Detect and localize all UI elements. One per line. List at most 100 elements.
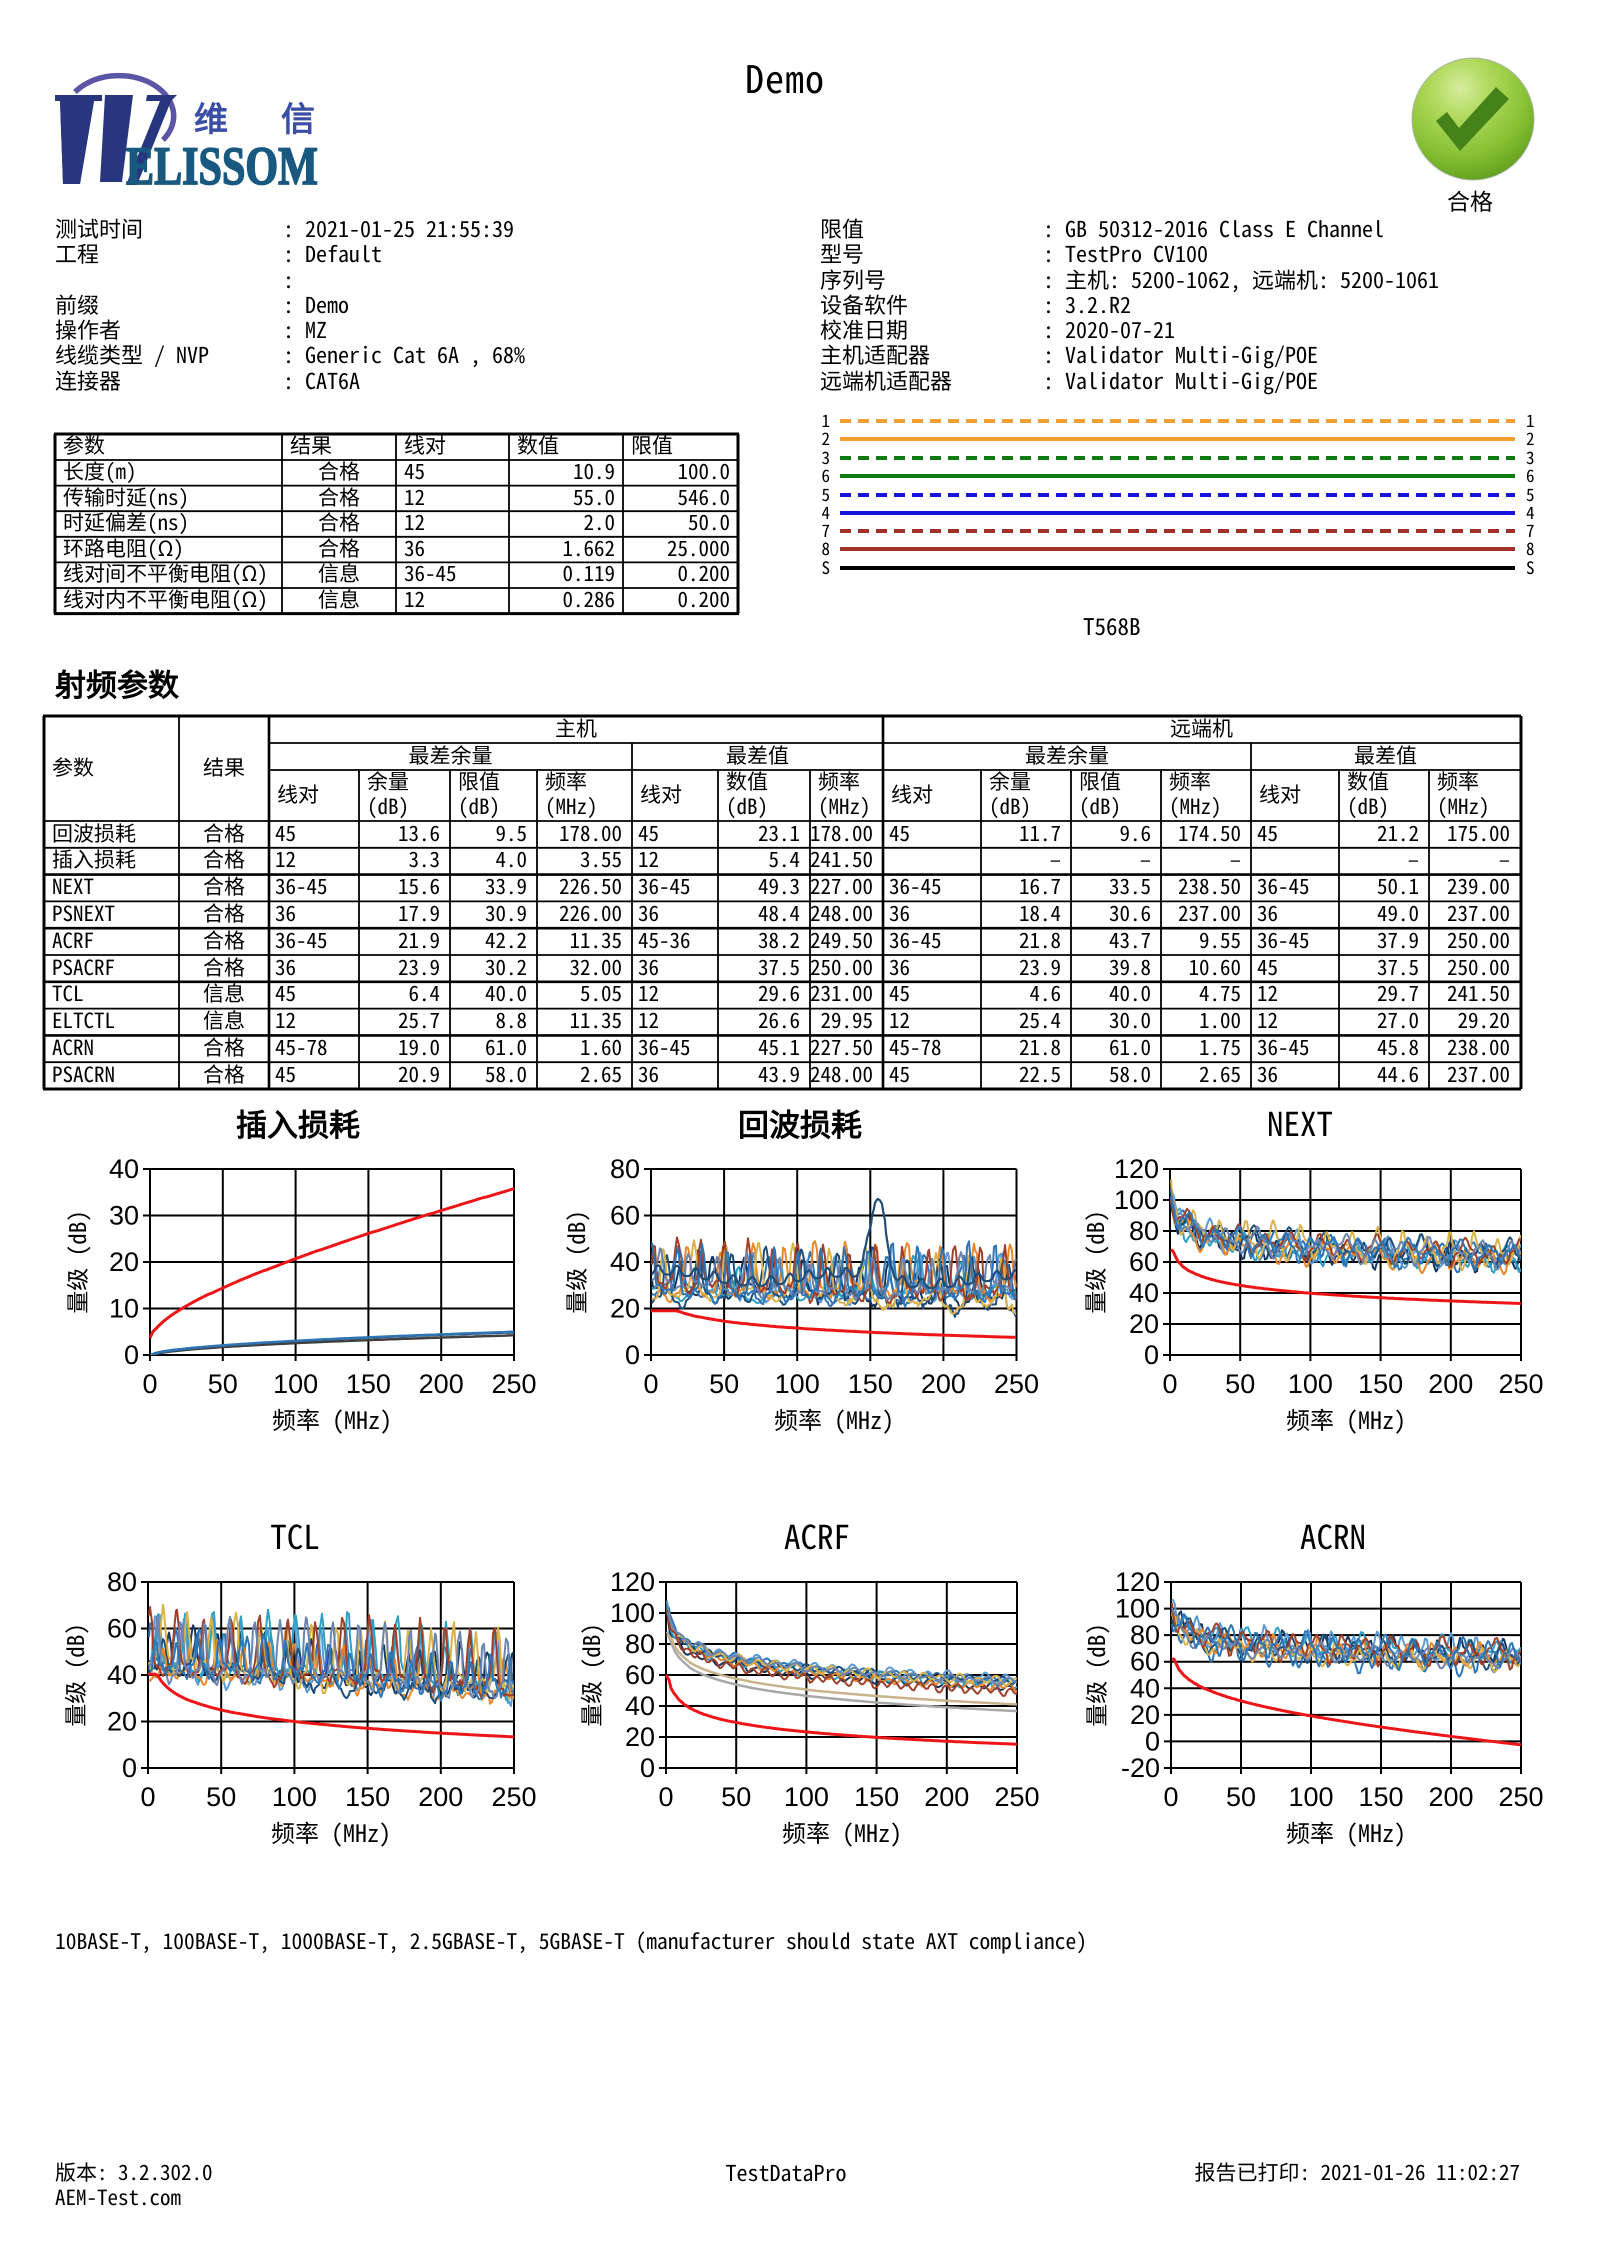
svg-text:150: 150 bbox=[854, 1782, 899, 1812]
svg-text:TCL: TCL bbox=[270, 1511, 320, 1559]
svg-text:150: 150 bbox=[346, 1369, 391, 1399]
svg-text:量级 (dB): 量级 (dB) bbox=[1078, 1623, 1112, 1727]
svg-text:频率 (MHz): 频率 (MHz) bbox=[272, 1401, 392, 1436]
svg-text:80: 80 bbox=[625, 1629, 655, 1659]
svg-text:50: 50 bbox=[208, 1369, 238, 1399]
svg-text:20: 20 bbox=[1129, 1309, 1159, 1339]
svg-text:5: 5 bbox=[1526, 481, 1535, 506]
svg-text:120: 120 bbox=[1115, 1567, 1160, 1597]
svg-text:100: 100 bbox=[1288, 1782, 1333, 1812]
svg-text:信: 信 bbox=[281, 92, 315, 141]
svg-text:量级 (dB): 量级 (dB) bbox=[573, 1623, 607, 1727]
svg-text:2: 2 bbox=[822, 425, 831, 450]
svg-text:0: 0 bbox=[124, 1340, 139, 1370]
svg-text:-20: -20 bbox=[1121, 1753, 1160, 1783]
svg-text:频率 (MHz): 频率 (MHz) bbox=[1286, 1814, 1406, 1849]
svg-text:250: 250 bbox=[1498, 1782, 1543, 1812]
svg-text:8: 8 bbox=[822, 535, 831, 560]
svg-text:100: 100 bbox=[784, 1782, 829, 1812]
svg-text:50: 50 bbox=[709, 1369, 739, 1399]
svg-text:1: 1 bbox=[822, 407, 831, 432]
svg-text:20: 20 bbox=[625, 1722, 655, 1752]
svg-text:120: 120 bbox=[1114, 1154, 1159, 1184]
svg-text:80: 80 bbox=[107, 1567, 137, 1597]
svg-text:250: 250 bbox=[1498, 1369, 1543, 1399]
svg-text:150: 150 bbox=[345, 1782, 390, 1812]
svg-text:4: 4 bbox=[1526, 499, 1535, 524]
svg-text:NEXT: NEXT bbox=[1267, 1098, 1333, 1146]
svg-text:0: 0 bbox=[140, 1782, 155, 1812]
svg-text:100: 100 bbox=[1288, 1369, 1333, 1399]
svg-text:200: 200 bbox=[921, 1369, 966, 1399]
svg-text:60: 60 bbox=[610, 1201, 640, 1231]
svg-text:S: S bbox=[1526, 554, 1535, 579]
svg-text:50: 50 bbox=[721, 1782, 751, 1812]
svg-text:100: 100 bbox=[272, 1782, 317, 1812]
svg-text:200: 200 bbox=[924, 1782, 969, 1812]
svg-text:维: 维 bbox=[194, 92, 228, 141]
svg-text:量级 (dB): 量级 (dB) bbox=[1077, 1210, 1111, 1314]
svg-text:60: 60 bbox=[107, 1614, 137, 1644]
svg-text:量级 (dB): 量级 (dB) bbox=[57, 1623, 91, 1727]
svg-text:250: 250 bbox=[491, 1782, 536, 1812]
svg-text:60: 60 bbox=[1130, 1647, 1160, 1677]
svg-text:50: 50 bbox=[1226, 1782, 1256, 1812]
svg-text:5: 5 bbox=[822, 481, 831, 506]
svg-text:ACRN: ACRN bbox=[1300, 1511, 1366, 1559]
svg-text:100: 100 bbox=[1115, 1594, 1160, 1624]
svg-text:8: 8 bbox=[1526, 535, 1535, 560]
svg-text:4: 4 bbox=[822, 499, 831, 524]
svg-text:40: 40 bbox=[1129, 1278, 1159, 1308]
svg-text:150: 150 bbox=[848, 1369, 893, 1399]
svg-text:频率 (MHz): 频率 (MHz) bbox=[271, 1814, 391, 1849]
svg-text:60: 60 bbox=[1129, 1247, 1159, 1277]
svg-text:3: 3 bbox=[1526, 444, 1535, 469]
svg-text:80: 80 bbox=[1129, 1216, 1159, 1246]
svg-text:80: 80 bbox=[1130, 1620, 1160, 1650]
svg-text:50: 50 bbox=[206, 1782, 236, 1812]
svg-text:40: 40 bbox=[1130, 1673, 1160, 1703]
svg-text:6: 6 bbox=[1526, 462, 1535, 487]
svg-text:7: 7 bbox=[822, 517, 831, 542]
svg-text:0: 0 bbox=[122, 1753, 137, 1783]
svg-text:150: 150 bbox=[1358, 1782, 1403, 1812]
svg-text:频率 (MHz): 频率 (MHz) bbox=[774, 1401, 894, 1436]
svg-text:20: 20 bbox=[610, 1294, 640, 1324]
svg-text:100: 100 bbox=[775, 1369, 820, 1399]
svg-text:200: 200 bbox=[1428, 1782, 1473, 1812]
svg-text:200: 200 bbox=[419, 1369, 464, 1399]
svg-text:10: 10 bbox=[109, 1294, 139, 1324]
svg-text:120: 120 bbox=[610, 1567, 655, 1597]
svg-text:频率 (MHz): 频率 (MHz) bbox=[1286, 1401, 1406, 1436]
svg-text:6: 6 bbox=[822, 462, 831, 487]
svg-text:1: 1 bbox=[1526, 407, 1535, 432]
svg-text:200: 200 bbox=[1428, 1369, 1473, 1399]
svg-text:插入损耗: 插入损耗 bbox=[236, 1100, 360, 1145]
svg-text:250: 250 bbox=[994, 1782, 1039, 1812]
svg-text:60: 60 bbox=[625, 1660, 655, 1690]
svg-text:0: 0 bbox=[1162, 1369, 1177, 1399]
svg-text:S: S bbox=[822, 554, 831, 579]
svg-text:250: 250 bbox=[491, 1369, 536, 1399]
svg-text:200: 200 bbox=[418, 1782, 463, 1812]
svg-text:100: 100 bbox=[1114, 1185, 1159, 1215]
svg-text:ACRF: ACRF bbox=[784, 1511, 850, 1559]
svg-text:40: 40 bbox=[107, 1660, 137, 1690]
svg-text:0: 0 bbox=[142, 1369, 157, 1399]
svg-text:40: 40 bbox=[109, 1154, 139, 1184]
svg-text:20: 20 bbox=[109, 1247, 139, 1277]
svg-text:20: 20 bbox=[107, 1707, 137, 1737]
svg-text:回波损耗: 回波损耗 bbox=[738, 1100, 862, 1145]
svg-text:80: 80 bbox=[610, 1154, 640, 1184]
svg-text:频率 (MHz): 频率 (MHz) bbox=[782, 1814, 902, 1849]
svg-text:50: 50 bbox=[1225, 1369, 1255, 1399]
svg-text:0: 0 bbox=[1144, 1340, 1159, 1370]
svg-text:0: 0 bbox=[1163, 1782, 1178, 1812]
svg-text:100: 100 bbox=[610, 1598, 655, 1628]
svg-text:0: 0 bbox=[640, 1753, 655, 1783]
svg-text:7: 7 bbox=[1526, 517, 1535, 542]
svg-text:40: 40 bbox=[625, 1691, 655, 1721]
svg-text:20: 20 bbox=[1130, 1700, 1160, 1730]
svg-text:250: 250 bbox=[994, 1369, 1039, 1399]
svg-text:100: 100 bbox=[273, 1369, 318, 1399]
